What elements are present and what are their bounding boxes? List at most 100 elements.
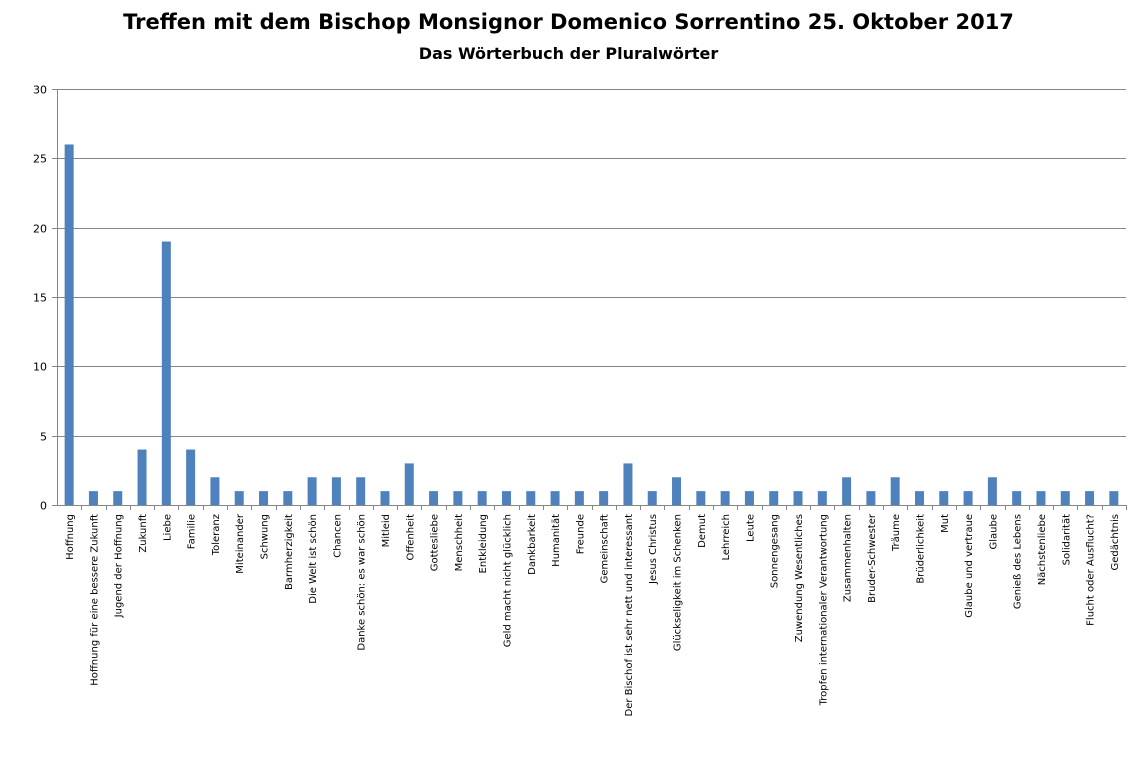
bar — [1085, 491, 1095, 505]
x-category-label: Der Bischof ist sehr nett und interessan… — [624, 514, 635, 717]
x-category-label: Träume — [891, 514, 902, 552]
x-category-label: Dankbarkeit — [527, 514, 538, 575]
x-category-label: Humanität — [551, 514, 562, 567]
gridlines — [57, 89, 1126, 437]
y-tick-label: 15 — [33, 292, 47, 305]
bar — [234, 491, 244, 505]
bars — [64, 144, 1119, 505]
bar — [477, 491, 487, 505]
x-category-label: Demut — [697, 514, 708, 548]
x-category-label: Chancen — [332, 514, 343, 558]
x-category-label: Brüderlichkeit — [915, 514, 926, 584]
bar — [672, 477, 682, 505]
x-category-label: Tropfen internationaler Verantwortung — [818, 514, 829, 706]
y-tick-label: 25 — [33, 153, 47, 166]
bar — [404, 463, 414, 505]
x-category-label: Mut — [940, 514, 951, 533]
bar — [987, 477, 997, 505]
bar — [574, 491, 584, 505]
y-tick-label: 10 — [33, 361, 47, 374]
x-category-label: Barmherzigkeit — [284, 514, 295, 590]
bar — [793, 491, 803, 505]
bar — [623, 463, 633, 505]
x-category-label: Toleranz — [211, 514, 222, 556]
x-category-label: Gedächtnis — [1110, 514, 1121, 570]
y-tick-label: 0 — [40, 500, 47, 513]
x-category-label: Sonnengesang — [770, 514, 781, 588]
chart-subtitle: Das Wörterbuch der Pluralwörter — [418, 44, 719, 63]
x-category-label: Gottesliebe — [430, 514, 441, 571]
x-category-label: Menschheit — [454, 514, 465, 571]
bar — [550, 491, 560, 505]
x-category-label: Glaube — [988, 514, 999, 550]
bar — [890, 477, 900, 505]
x-category-label: Hoffnung — [65, 514, 76, 560]
x-category-label: Lehrreich — [721, 514, 732, 560]
bar — [744, 491, 754, 505]
x-category-label: Freunde — [575, 514, 586, 554]
bar — [599, 491, 609, 505]
bar — [380, 491, 390, 505]
y-tick-label: 20 — [33, 223, 47, 236]
bar — [842, 477, 852, 505]
x-category-label: Entkleidung — [478, 514, 489, 573]
bar — [866, 491, 876, 505]
bar — [647, 491, 657, 505]
x-category-label: Die Welt ist schön — [308, 514, 319, 604]
bar — [161, 241, 171, 505]
bar — [64, 144, 74, 505]
bar — [137, 449, 147, 505]
bar — [307, 477, 317, 505]
x-category-label: Mitleid — [381, 514, 392, 547]
x-category-label: Zusammenhalten — [843, 514, 854, 602]
bar — [939, 491, 949, 505]
x-category-label: Leute — [745, 514, 756, 542]
bar — [1060, 491, 1070, 505]
x-category-label: Miteinander — [235, 513, 246, 574]
bar — [914, 491, 924, 505]
bar — [210, 477, 220, 505]
bar — [817, 491, 827, 505]
bar — [453, 491, 463, 505]
bar — [88, 491, 98, 505]
y-tick-label: 30 — [33, 84, 47, 97]
x-category-label: Gemeinschaft — [600, 514, 611, 583]
x-category-label: Solidarität — [1061, 514, 1072, 565]
y-tick-labels: 0 5 10 15 20 25 30 — [33, 84, 57, 513]
bar — [1012, 491, 1022, 505]
bar — [769, 491, 779, 505]
x-category-label: Jugend der Hoffnung — [114, 514, 125, 618]
bar — [259, 491, 269, 505]
x-category-label: Offenheit — [405, 514, 416, 561]
bar — [526, 491, 536, 505]
bar — [696, 491, 706, 505]
x-category-label: Familie — [187, 514, 198, 549]
bar — [501, 491, 511, 505]
x-category-label: Danke schön: es war schön — [357, 514, 368, 651]
bar — [113, 491, 123, 505]
bar — [356, 477, 366, 505]
x-category-label: Bruder-Schwester — [867, 513, 878, 603]
bar — [283, 491, 293, 505]
axes — [57, 89, 1127, 510]
bar — [331, 477, 341, 505]
bar — [720, 491, 730, 505]
x-category-label: Zukunft — [138, 514, 149, 553]
x-category-label: Hoffnung für eine bessere Zukunft — [89, 514, 100, 686]
x-category-label: Glückseligkeit im Schenken — [673, 514, 684, 651]
x-category-label: Glaube und vertraue — [964, 514, 975, 618]
x-category-label: Schwung — [260, 514, 271, 559]
x-category-label: Zuwendung Wesentliches — [794, 514, 805, 642]
y-tick-label: 5 — [40, 431, 47, 444]
bar — [1109, 491, 1119, 505]
bar — [186, 449, 196, 505]
x-category-label: Flucht oder Ausflucht? — [1086, 514, 1097, 626]
chart-title: Treffen mit dem Bischop Monsignor Domeni… — [123, 10, 1014, 34]
x-category-label: Nächstenliebe — [1037, 514, 1048, 585]
bar — [1036, 491, 1046, 505]
x-category-label: Genieß des Lebens — [1013, 514, 1024, 609]
x-category-label: Jesus Christus — [648, 514, 659, 585]
bar — [963, 491, 973, 505]
